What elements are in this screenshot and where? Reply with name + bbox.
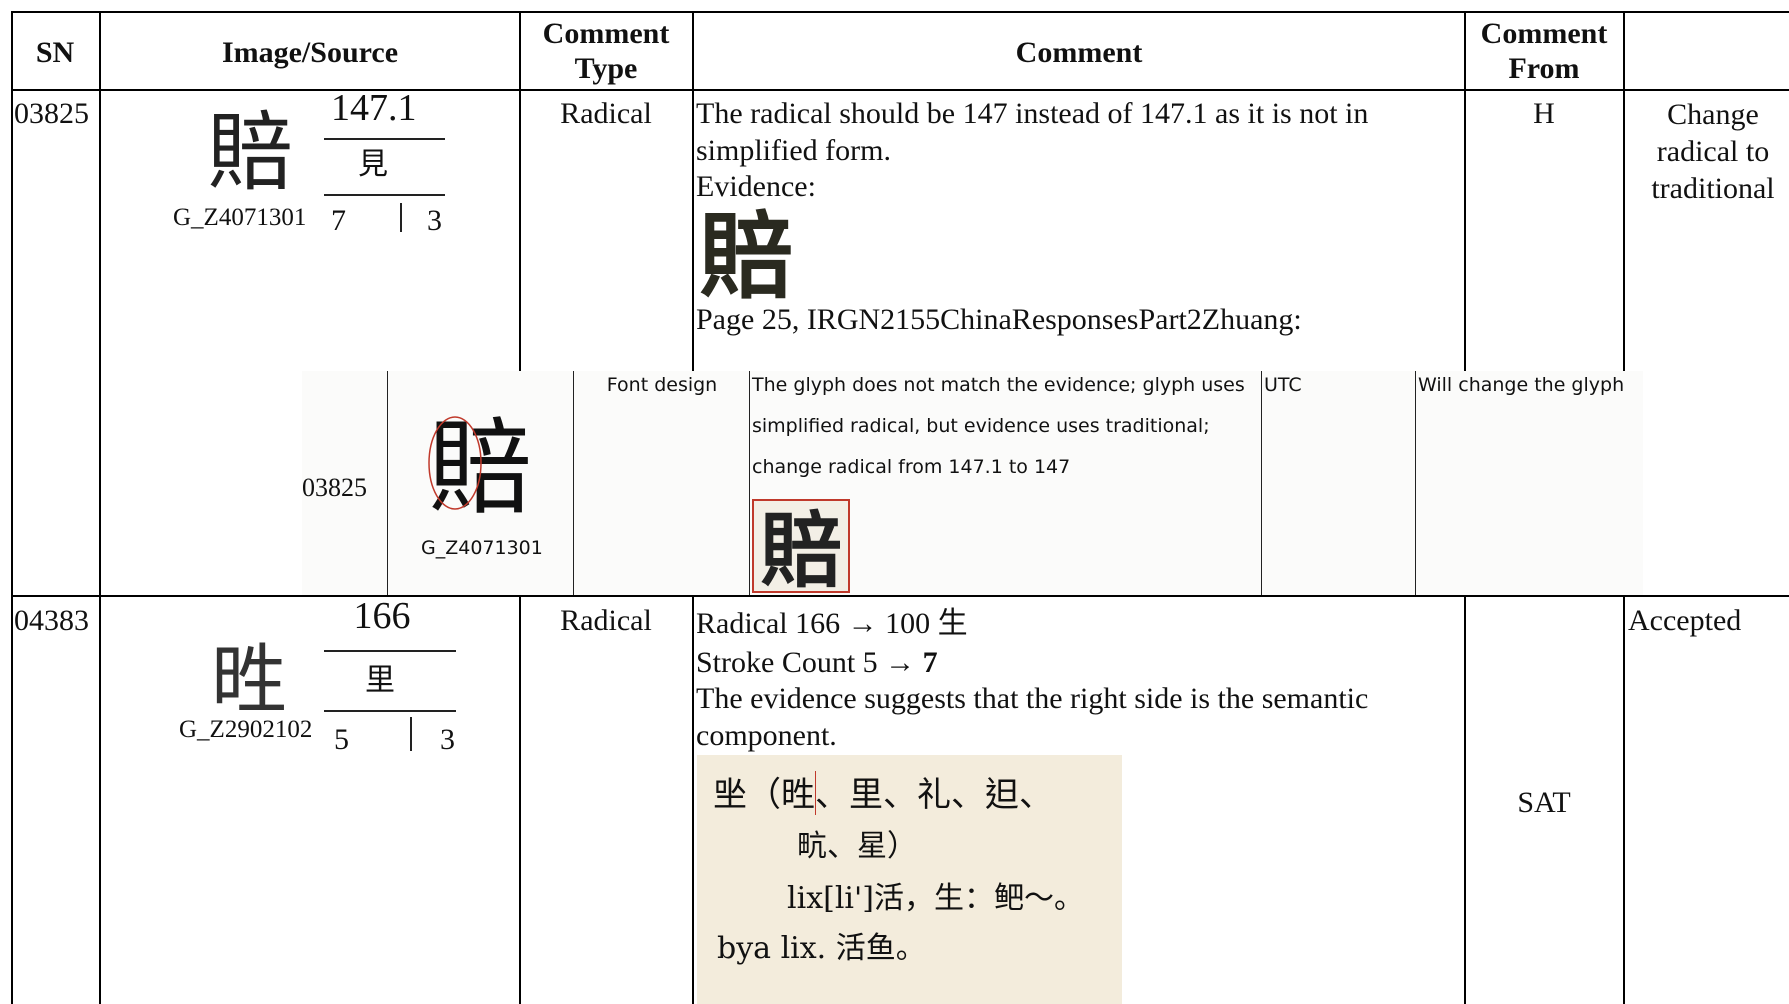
disposition: Accepted (1628, 604, 1742, 637)
response-source: G_Z4071301 (421, 537, 543, 559)
comment-type: Radical (560, 97, 652, 130)
radical-char: 里 (365, 663, 395, 698)
comment-line: The radical should be 147 instead of 147… (696, 97, 1369, 130)
border (519, 595, 521, 1004)
comment-from: SAT (1517, 786, 1571, 819)
stroke-right: 3 (427, 204, 442, 237)
border (692, 595, 694, 1004)
evidence-image: 㘴（甠、里、礼、𨑨、 㽘、星） lix[li']活，生：鲃～。 bya lix.… (697, 755, 1122, 1004)
radical-char: 見 (358, 147, 388, 182)
response-comment: change radical from 147.1 to 147 (752, 456, 1071, 478)
comment-line: component. (696, 719, 837, 752)
border (11, 595, 1789, 597)
stroke-left: 5 (334, 723, 349, 756)
border (519, 11, 521, 371)
response-comment: The glyph does not match the evidence; g… (752, 374, 1245, 396)
evidence-text: bya lix. 活鱼。 (717, 931, 926, 966)
response-evidence: 賠 (752, 499, 850, 593)
rule (324, 710, 456, 712)
border (1464, 11, 1466, 371)
glyph-image: 賠 (207, 103, 293, 200)
border (1623, 595, 1625, 1004)
rule (410, 717, 412, 751)
rule (1261, 371, 1262, 595)
rule (1415, 371, 1416, 595)
response-type: Font design (606, 374, 718, 396)
comment-bold: 7 (922, 646, 938, 679)
response-disposition: Will change the glyph (1418, 374, 1625, 396)
border (11, 11, 1789, 13)
source-id: G_Z2902102 (179, 716, 313, 743)
header-cell: Image/Source (221, 36, 399, 69)
sn: 04383 (14, 604, 89, 637)
border (1623, 11, 1625, 371)
source-id: G_Z4071301 (173, 204, 307, 231)
comment-from: H (1533, 97, 1555, 130)
border (99, 11, 101, 1004)
rule (324, 650, 456, 652)
stroke-left: 7 (331, 204, 346, 237)
header-cell: SN (35, 36, 75, 69)
border (11, 89, 1789, 91)
rule (749, 371, 750, 595)
comment-type: Radical (560, 604, 652, 637)
stroke-right: 3 (440, 723, 455, 756)
sn: 03825 (14, 97, 89, 130)
radical-number: 147.1 (331, 87, 417, 129)
rule (573, 371, 574, 595)
svg-text:賠: 賠 (699, 205, 793, 301)
evidence-glyph: 賠 (699, 205, 793, 301)
svg-text:賠: 賠 (760, 503, 842, 593)
comment-line: Stroke Count 5 → 7 (696, 645, 938, 681)
rule (324, 194, 445, 196)
svg-text:甠: 甠 (211, 636, 287, 716)
header-cell: Comment (1015, 36, 1143, 69)
rule (324, 138, 445, 140)
evidence-text: 㽘、星） (797, 829, 917, 864)
glyph-image: 甠 (211, 636, 287, 716)
response-comment: simplified radical, but evidence uses tr… (752, 415, 1210, 437)
svg-text:賠: 賠 (428, 408, 532, 518)
rule (400, 203, 402, 232)
svg-text:賠: 賠 (207, 103, 293, 200)
evidence-text: lix[li']活，生：鲃～。 (787, 881, 1084, 916)
border (11, 11, 13, 1004)
response-screenshot (302, 371, 1643, 595)
comment-line: Radical 166 → 100 生 (696, 607, 968, 640)
rule (387, 371, 388, 595)
header-cell: Comment From (1480, 17, 1608, 85)
response-glyph: 賠 (428, 408, 532, 518)
header-cell: Comment Type (542, 17, 670, 85)
disposition: Change radical to traditional (1651, 98, 1775, 205)
comment-line: The evidence suggests that the right sid… (696, 682, 1369, 715)
highlight (815, 771, 816, 815)
evidence-text: 㘴（甠、里、礼、𨑨、 (713, 775, 1053, 815)
radical-number: 166 (353, 595, 411, 637)
border (1464, 595, 1466, 1004)
comment-line: Evidence: (696, 170, 816, 203)
response-sn: 03825 (302, 473, 367, 502)
comment-line: Page 25, IRGN2155ChinaResponsesPart2Zhua… (696, 303, 1302, 336)
comment-text: Stroke Count 5 → (696, 646, 916, 679)
border (692, 11, 694, 371)
response-from: UTC (1264, 374, 1302, 396)
comment-line: simplified form. (696, 134, 891, 167)
